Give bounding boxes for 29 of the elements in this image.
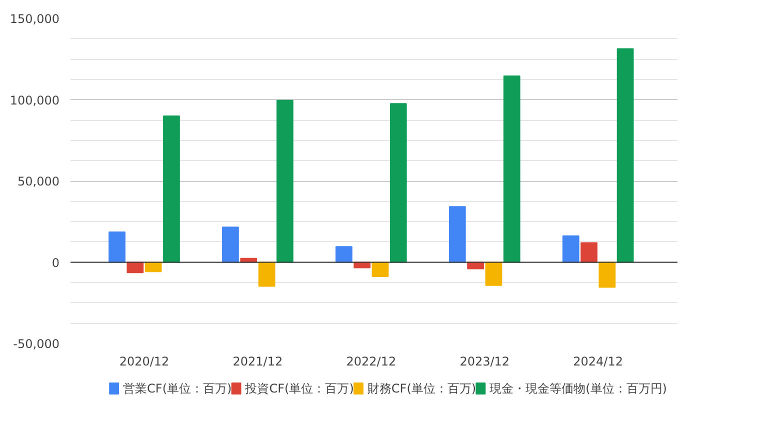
y-tick-label: 100,000 — [10, 93, 60, 108]
bar — [163, 116, 180, 263]
bar — [580, 242, 598, 263]
bar — [335, 246, 352, 263]
bar — [390, 103, 407, 263]
x-tick-label: 2022/12 — [346, 354, 396, 368]
bar — [562, 235, 580, 263]
y-tick-label: -50,000 — [13, 337, 60, 351]
bar — [448, 206, 466, 263]
bar — [108, 232, 126, 263]
bar — [503, 76, 520, 263]
bar — [598, 262, 616, 288]
bar — [372, 262, 389, 278]
legend-label: 営業CF(単位：百万) — [123, 382, 232, 396]
y-tick-label: 0 — [52, 256, 60, 270]
y-tick-label: 150,000 — [10, 12, 60, 26]
x-tick-label: 2020/12 — [119, 354, 170, 368]
x-tick-label: 2024/12 — [573, 354, 624, 368]
bar — [276, 100, 294, 263]
legend-label: 投資CF(単位：百万) — [244, 382, 354, 396]
x-tick-label: 2023/12 — [460, 354, 510, 368]
x-tick-label: 2021/12 — [232, 354, 283, 368]
bar — [616, 48, 634, 263]
bar — [485, 262, 502, 286]
legend-label: 財務CF(単位：百万) — [367, 382, 476, 396]
bar — [258, 262, 276, 287]
legend-label: 現金・現金等価物(単位：百万円) — [490, 382, 667, 396]
y-tick-label: 50,000 — [18, 174, 60, 188]
bar — [222, 226, 239, 263]
